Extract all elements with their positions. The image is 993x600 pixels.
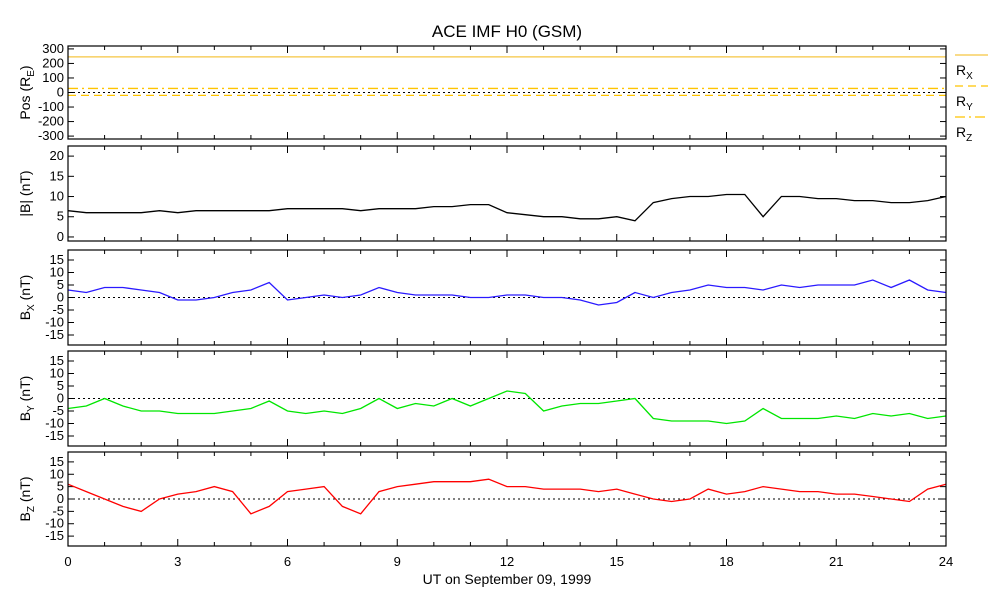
y-tick-label: -10 <box>45 416 64 431</box>
y-tick-label: -15 <box>45 428 64 443</box>
x-tick-label: 6 <box>284 554 291 569</box>
y-tick-label: -5 <box>52 403 64 418</box>
y-tick-label: 10 <box>50 265 64 280</box>
y-tick-label: 0 <box>57 85 64 100</box>
y-tick-label: 15 <box>50 252 64 267</box>
y-axis-label: BX (nT) <box>17 275 37 321</box>
y-tick-label: 0 <box>57 229 64 244</box>
x-tick-label: 24 <box>939 554 953 569</box>
chart-title: ACE IMF H0 (GSM) <box>432 22 582 41</box>
x-tick-label: 12 <box>500 554 514 569</box>
y-tick-label: -5 <box>52 503 64 518</box>
y-tick-label: 10 <box>50 366 64 381</box>
y-tick-label: 15 <box>50 454 64 469</box>
y-tick-label: 5 <box>57 378 64 393</box>
x-tick-label: 0 <box>64 554 71 569</box>
panel-frame <box>67 249 947 346</box>
y-tick-label: -200 <box>38 114 64 129</box>
panel-frame <box>67 451 947 547</box>
y-tick-label: 10 <box>50 189 64 204</box>
y-tick-label: 5 <box>57 277 64 292</box>
legend-label: RY <box>956 93 973 113</box>
legend-label: RZ <box>956 124 972 144</box>
y-tick-label: 5 <box>57 209 64 224</box>
y-tick-label: 200 <box>42 55 64 70</box>
series-line-bx <box>67 279 947 306</box>
y-tick-label: -10 <box>45 516 64 531</box>
y-tick-label: 15 <box>50 168 64 183</box>
x-tick-label: 15 <box>610 554 624 569</box>
y-axis-label: BZ (nT) <box>17 476 37 521</box>
y-tick-label: -15 <box>45 528 64 543</box>
y-tick-label: 0 <box>57 491 64 506</box>
y-tick-label: -100 <box>38 99 64 114</box>
series-line-b <box>67 193 947 222</box>
y-tick-label: 20 <box>50 148 64 163</box>
series-line-bz <box>67 478 947 515</box>
x-tick-label: 9 <box>394 554 401 569</box>
x-axis-label: UT on September 09, 1999 <box>423 571 592 587</box>
y-tick-label: 0 <box>57 391 64 406</box>
legend-label: RX <box>956 62 973 82</box>
y-tick-label: 100 <box>42 70 64 85</box>
y-tick-label: 15 <box>50 353 64 368</box>
panel-frame <box>67 145 947 242</box>
y-tick-label: -15 <box>45 327 64 342</box>
panel-frame <box>67 45 947 140</box>
y-tick-label: 10 <box>50 466 64 481</box>
y-axis-label: Pos (RE) <box>17 65 37 119</box>
y-tick-label: 0 <box>57 290 64 305</box>
panel-frame <box>67 350 947 447</box>
x-tick-label: 18 <box>719 554 733 569</box>
y-tick-label: 5 <box>57 479 64 494</box>
y-tick-label: 300 <box>42 41 64 56</box>
y-axis-label: BY (nT) <box>17 376 37 422</box>
y-axis-label: |B| (nT) <box>17 170 33 216</box>
x-tick-label: 21 <box>829 554 843 569</box>
series-line-by <box>67 390 947 425</box>
y-tick-label: -5 <box>52 302 64 317</box>
x-tick-label: 3 <box>174 554 181 569</box>
y-tick-label: -10 <box>45 315 64 330</box>
y-tick-label: -300 <box>38 128 64 143</box>
panel-1: 0 5 10 15 20 |B| (nT) <box>17 145 947 244</box>
